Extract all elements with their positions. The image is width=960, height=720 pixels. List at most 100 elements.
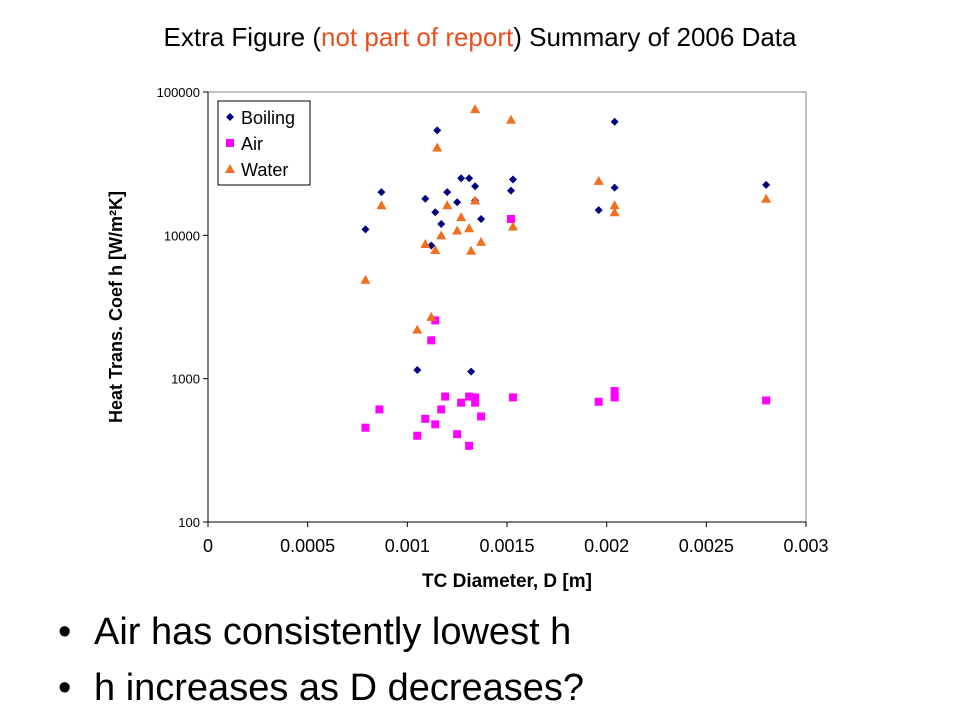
title-highlight: not part of report [321, 22, 514, 52]
boiling-point [506, 186, 515, 195]
air-point [421, 414, 430, 423]
air-point [762, 396, 771, 405]
x-tick-label: 0.001 [385, 536, 430, 556]
water-point [430, 245, 441, 255]
air-point [465, 392, 474, 401]
legend-label-air: Air [241, 134, 263, 154]
air-point [465, 441, 474, 450]
scatter-chart: 0 0.0005 0.001 0.0015 0.002 0.0025 0.003 100 100… [106, 85, 829, 592]
boiling-point [762, 180, 771, 189]
air-point [594, 397, 603, 406]
boiling-point [477, 215, 486, 224]
boiling-point [433, 126, 442, 135]
title-part-1: Extra Figure ( [163, 22, 322, 52]
y-tick-label: 100 [178, 515, 200, 530]
air-point [471, 393, 480, 402]
air-point [453, 430, 462, 439]
legend-marker-boiling [226, 113, 234, 121]
boiling-point [361, 225, 370, 234]
air-point [431, 420, 440, 429]
air-point [361, 423, 370, 432]
water-point [476, 236, 487, 246]
bullet-item: • Air has consistently lowest h [58, 604, 584, 660]
x-tick-label: 0.0005 [280, 536, 335, 556]
air-point [471, 398, 480, 407]
boiling-point [471, 182, 480, 191]
water-point [442, 200, 453, 210]
bullet-text: Air has consistently lowest h [94, 611, 572, 653]
x-tick-label: 0 [203, 536, 213, 556]
water-point [360, 274, 371, 284]
x-tick-label: 0.0025 [679, 536, 734, 556]
boiling-point [431, 208, 440, 217]
air-point [441, 392, 450, 401]
water-point [466, 245, 477, 255]
boiling-point [594, 206, 603, 215]
air-point [413, 431, 422, 440]
air-point [457, 398, 466, 407]
air-point [437, 405, 446, 414]
water-point [464, 223, 475, 233]
air-point [427, 336, 436, 345]
y-tick-label: 10000 [164, 228, 200, 243]
tick-labels: 0 0.0005 0.001 0.0015 0.002 0.0025 0.003 100 100… [157, 85, 829, 556]
y-axis-label: Heat Trans. Coef h [W/m²K] [106, 191, 126, 423]
water-point [470, 195, 481, 205]
legend-label-water: Water [241, 160, 288, 180]
data-points [360, 104, 772, 450]
x-tick-label: 0.0015 [479, 536, 534, 556]
water-point [432, 142, 443, 152]
x-axis-label: TC Diameter, D [m] [422, 571, 592, 592]
series-air [361, 215, 771, 450]
water-point [436, 230, 447, 240]
boiling-point [610, 117, 619, 126]
water-point [456, 212, 467, 222]
y-tick-label: 100000 [157, 85, 200, 100]
air-point [477, 412, 486, 421]
boiling-point [453, 198, 462, 207]
water-point [470, 104, 481, 114]
bullet-text: h increases as D decreases? [94, 667, 585, 709]
bullet-dot: • [58, 667, 72, 709]
x-tick-label: 0.002 [584, 536, 629, 556]
air-point [610, 387, 619, 396]
x-tick-label: 0.003 [783, 536, 828, 556]
air-point [610, 393, 619, 402]
air-point [375, 405, 384, 414]
water-point [593, 175, 604, 185]
boiling-point [465, 174, 474, 183]
boiling-point [437, 219, 446, 228]
water-point [426, 311, 437, 321]
bullet-dot: • [58, 611, 72, 653]
bullet-list: • Air has consistently lowest h • h increa… [58, 604, 584, 716]
water-point [761, 193, 772, 203]
boiling-point [508, 175, 517, 184]
page-title: Extra Figure (not part of report) Summar… [0, 22, 960, 53]
air-point [508, 393, 517, 402]
bullet-item: • h increases as D decreases? [58, 660, 584, 716]
series-water [360, 104, 772, 334]
water-point [609, 200, 620, 210]
water-point [420, 239, 431, 249]
legend-marker-water [225, 164, 235, 173]
legend: Boiling Air Water [217, 100, 311, 186]
water-point [452, 225, 463, 235]
legend-marker-air [226, 139, 234, 147]
water-point [412, 324, 423, 334]
title-part-2: ) Summary of 2006 Data [513, 22, 797, 52]
boiling-point [443, 188, 452, 197]
water-point [507, 221, 518, 231]
water-point [505, 114, 516, 124]
boiling-point [610, 183, 619, 192]
y-tick-label: 1000 [171, 372, 200, 387]
axes [203, 91, 807, 527]
water-point [376, 200, 387, 210]
water-point [609, 207, 620, 217]
boiling-point [377, 188, 386, 197]
series-boiling [361, 117, 771, 376]
legend-label-boiling: Boiling [241, 108, 295, 128]
air-point [506, 215, 515, 224]
boiling-point [467, 367, 476, 376]
boiling-point [421, 194, 430, 203]
boiling-point [457, 174, 466, 183]
